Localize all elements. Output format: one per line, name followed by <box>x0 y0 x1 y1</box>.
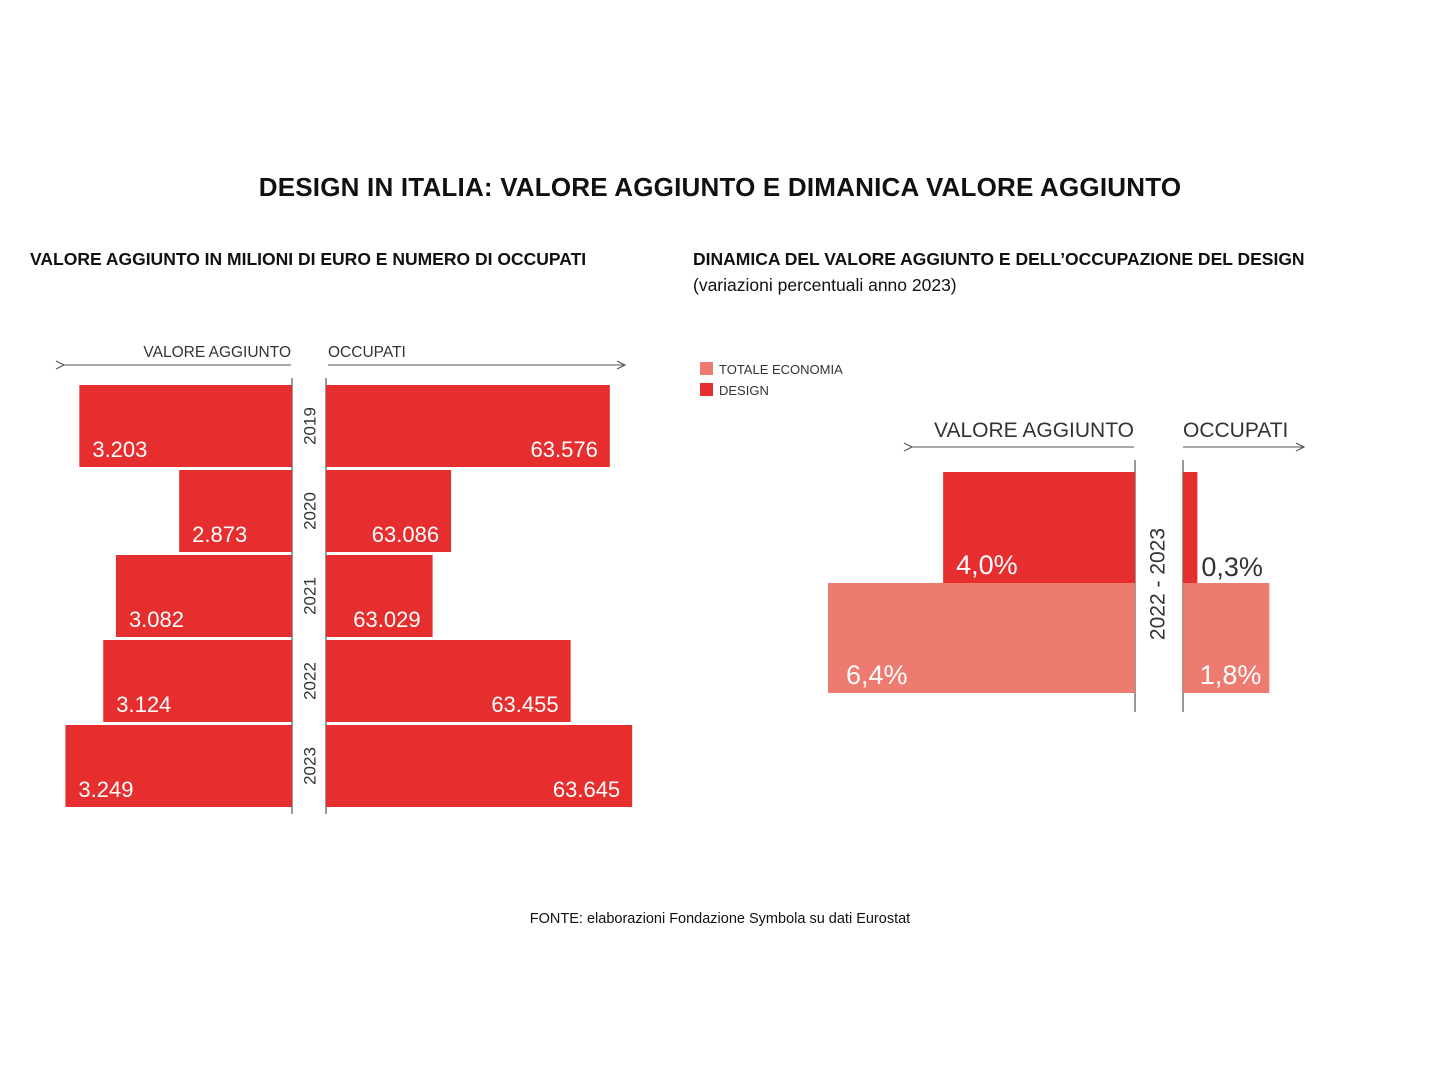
label-occupati-2020: 63.086 <box>372 522 439 547</box>
bar-valore-2023 <box>65 725 293 807</box>
right-dynamics-chart: TOTALE ECONOMIA DESIGN VALORE AGGIUNTO O… <box>700 362 1440 712</box>
label-valore-2020: 2.873 <box>192 522 247 547</box>
label-valore-2019: 3.203 <box>92 437 147 462</box>
left-axis-label-occupati: OCCUPATI <box>328 344 406 361</box>
right-chart-subtitle: DINAMICA DEL VALORE AGGIUNTO E DELL’OCCU… <box>693 249 1305 269</box>
year-label-2021: 2021 <box>300 577 319 615</box>
label-occupati-2022: 63.455 <box>491 692 558 717</box>
bar-totale-valore <box>828 583 1135 693</box>
source-note: FONTE: elaborazioni Fondazione Symbola s… <box>529 911 911 927</box>
bar-valore-2021 <box>115 555 292 637</box>
legend-label-design: DESIGN <box>719 383 769 398</box>
right-axis-label-valore: VALORE AGGIUNTO <box>934 419 1134 442</box>
label-totale-occupati: 1,8% <box>1200 660 1262 690</box>
bar-design-occupati <box>1183 472 1198 585</box>
bar-valore-2020 <box>179 470 292 552</box>
legend-swatch-design <box>700 383 713 396</box>
period-label: 2022 - 2023 <box>1147 528 1170 640</box>
bar-design-valore <box>943 472 1135 585</box>
label-valore-2021: 3.082 <box>129 607 184 632</box>
label-valore-2022: 3.124 <box>116 692 171 717</box>
bar-occupati-2022 <box>326 640 571 722</box>
label-occupati-2019: 63.576 <box>531 437 598 462</box>
label-occupati-2023: 63.645 <box>553 777 620 802</box>
bar-occupati-2021 <box>326 555 433 637</box>
label-design-valore: 4,0% <box>956 550 1018 580</box>
bar-totale-occupati <box>1183 583 1270 693</box>
bar-valore-2019 <box>79 385 292 467</box>
right-axis-label-occupati: OCCUPATI <box>1183 419 1288 442</box>
year-label-2019: 2019 <box>300 407 319 445</box>
right-chart-note: (variazioni percentuali anno 2023) <box>693 275 957 295</box>
year-label-2020: 2020 <box>300 492 319 530</box>
legend-label-totale: TOTALE ECONOMIA <box>719 362 843 377</box>
bar-occupati-2019 <box>326 385 610 467</box>
legend-swatch-totale <box>700 362 713 375</box>
label-occupati-2021: 63.029 <box>353 607 420 632</box>
left-axis-label-valore: VALORE AGGIUNTO <box>143 344 291 361</box>
page-title: DESIGN IN ITALIA: VALORE AGGIUNTO E DIMA… <box>258 172 1182 202</box>
left-chart-subtitle: VALORE AGGIUNTO IN MILIONI DI EURO E NUM… <box>30 249 587 269</box>
year-label-2023: 2023 <box>300 747 319 785</box>
year-label-2022: 2022 <box>300 662 319 700</box>
bar-occupati-2020 <box>326 470 452 552</box>
bar-occupati-2023 <box>326 725 633 807</box>
left-butterfly-chart: VALORE AGGIUNTO OCCUPATI 3.203 63.576 2019… <box>0 344 633 814</box>
bar-valore-2022 <box>103 640 293 722</box>
label-totale-valore: 6,4% <box>846 660 908 690</box>
label-valore-2023: 3.249 <box>78 777 133 802</box>
label-design-occupati: 0,3% <box>1201 552 1263 582</box>
